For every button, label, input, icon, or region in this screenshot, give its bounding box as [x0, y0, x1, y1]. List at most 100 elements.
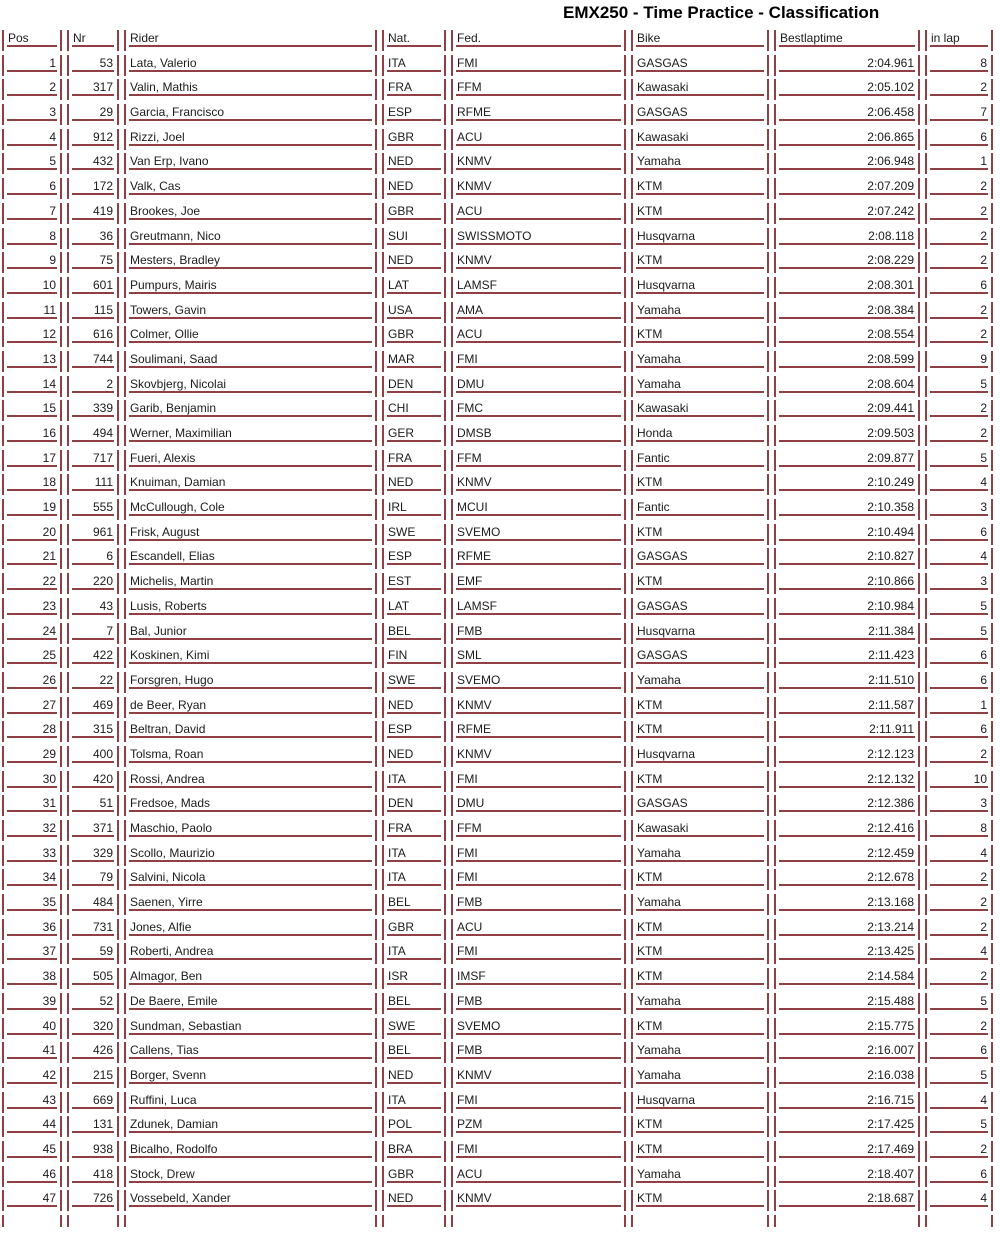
cell-bike: KTM	[631, 474, 769, 496]
cell-pos: 9	[2, 252, 62, 274]
header-cell-pos: Pos	[2, 30, 62, 51]
cell-pos: 24	[2, 622, 62, 644]
cell-nr: 7	[67, 622, 119, 644]
cell-nr: 131	[67, 1116, 119, 1138]
cell-lap: 6	[925, 1042, 993, 1064]
table-row: 46 418 Stock, Drew GBR ACU Yamaha 2:18.407 6	[2, 1165, 995, 1191]
cell-lap: 1	[925, 696, 993, 718]
cell-nat: DEN	[382, 375, 446, 397]
cell-bike: KTM	[631, 918, 769, 940]
cell-lap: 5	[925, 597, 993, 619]
cell-lap: 2	[925, 745, 993, 767]
cell-best: 2:08.554	[774, 326, 920, 348]
cell-rider: Rizzi, Joel	[124, 128, 377, 150]
cell-fed: KNMV	[451, 153, 626, 175]
cell-nat: LAT	[382, 597, 446, 619]
cell-nr: 484	[67, 894, 119, 916]
cell-rider: Mesters, Bradley	[124, 252, 377, 274]
cell-pos: 32	[2, 820, 62, 841]
table-row: 33 329 Scollo, Maurizio ITA FMI Yamaha 2:12.45…	[2, 844, 995, 870]
cell-best: 2:15.775	[774, 1017, 920, 1039]
cell-pos: 33	[2, 844, 62, 866]
cell-pos: 35	[2, 894, 62, 916]
cell-lap: 7	[925, 104, 993, 126]
cell-rider: Forsgren, Hugo	[124, 671, 377, 693]
cell-nr: 52	[67, 992, 119, 1014]
cell-rider: Vossebeld, Xander	[124, 1190, 377, 1212]
cell-best: 2:11.423	[774, 647, 920, 669]
cell-fed: KNMV	[451, 745, 626, 767]
table-row: 41 426 Callens, Tias BEL FMB Yamaha 2:16.007 6	[2, 1042, 995, 1067]
cell-pos: 7	[2, 202, 62, 224]
cell-pos: 16	[2, 425, 62, 446]
cell-rider: Ruffini, Luca	[124, 1091, 377, 1113]
cell-rider: Stock, Drew	[124, 1165, 377, 1187]
cell-pos: 28	[2, 721, 62, 743]
cell-lap: 3	[925, 795, 993, 817]
cell-pos: 34	[2, 869, 62, 891]
cell-bike: KTM	[631, 573, 769, 595]
table-row: 34 79 Salvini, Nicola ITA FMI KTM 2:12.678 2	[2, 869, 995, 894]
cell-nat: ESP	[382, 721, 446, 743]
cell-lap: 2	[925, 869, 993, 891]
cell-fed: PZM	[451, 1116, 626, 1138]
cell-fed: KNMV	[451, 178, 626, 200]
cell-nat: ITA	[382, 844, 446, 866]
cell-nr: 422	[67, 647, 119, 669]
cell-rider: Bicalho, Rodolfo	[124, 1140, 377, 1162]
table-row: 12 616 Colmer, Ollie GBR ACU KTM 2:08.554 2	[2, 326, 995, 351]
cell-nr: 2	[67, 375, 119, 397]
cell-bike: KTM	[631, 1140, 769, 1162]
cell-nat: FRA	[382, 820, 446, 841]
cell-rider: Colmer, Ollie	[124, 326, 377, 348]
cell-nat: NED	[382, 474, 446, 496]
cell-best: 2:08.604	[774, 375, 920, 397]
cell-best: 2:13.425	[774, 943, 920, 965]
cell-pos: 5	[2, 153, 62, 175]
cell-bike: KTM	[631, 696, 769, 718]
cell-best	[774, 1215, 920, 1227]
cell-bike: Husqvarna	[631, 622, 769, 644]
table-row: 44 131 Zdunek, Damian POL PZM KTM 2:17.425 5	[2, 1116, 995, 1141]
cell-best: 2:10.984	[774, 597, 920, 619]
table-row: 1 53 Lata, Valerio ITA FMI GASGAS 2:04.961 8	[2, 54, 995, 80]
cell-nat: BEL	[382, 1042, 446, 1064]
cell-nr: 616	[67, 326, 119, 348]
cell-rider: Soulimani, Saad	[124, 350, 377, 372]
cell-rider: Sundman, Sebastian	[124, 1017, 377, 1039]
cell-pos: 37	[2, 943, 62, 965]
cell-bike: KTM	[631, 869, 769, 891]
cell-bike: Kawasaki	[631, 79, 769, 101]
cell-fed: LAMSF	[451, 276, 626, 298]
table-header-row: Pos Nr Rider Nat. Fed. Bike Bestlaptime in lap	[2, 30, 995, 55]
cell-pos: 14	[2, 375, 62, 397]
cell-best: 2:16.038	[774, 1066, 920, 1088]
cell-bike: KTM	[631, 178, 769, 200]
cell-pos: 10	[2, 276, 62, 298]
cell-nat: GBR	[382, 202, 446, 224]
cell-pos: 45	[2, 1140, 62, 1162]
cell-nr: 371	[67, 820, 119, 841]
cell-nat	[382, 1215, 446, 1227]
header-cell-fed: Fed.	[451, 30, 626, 51]
cell-nat: ESP	[382, 548, 446, 570]
cell-bike: KTM	[631, 943, 769, 965]
cell-nr: 36	[67, 227, 119, 249]
cell-nr	[67, 1215, 119, 1227]
cell-bike: Fantic	[631, 499, 769, 521]
cell-fed: FMC	[451, 400, 626, 422]
cell-best: 2:17.469	[774, 1140, 920, 1162]
cell-pos: 3	[2, 104, 62, 126]
cell-pos: 17	[2, 449, 62, 471]
table-row: 38 505 Almagor, Ben ISR IMSF KTM 2:14.584 2	[2, 968, 995, 993]
cell-nat: EST	[382, 573, 446, 595]
cell-fed: ACU	[451, 1165, 626, 1187]
cell-nat: BEL	[382, 894, 446, 916]
cell-nr: 315	[67, 721, 119, 743]
cell-pos: 43	[2, 1091, 62, 1113]
cell-lap: 3	[925, 499, 993, 521]
cell-nr: 420	[67, 770, 119, 792]
cell-best: 2:04.961	[774, 54, 920, 76]
cell-bike: KTM	[631, 1017, 769, 1039]
cell-lap: 3	[925, 573, 993, 595]
